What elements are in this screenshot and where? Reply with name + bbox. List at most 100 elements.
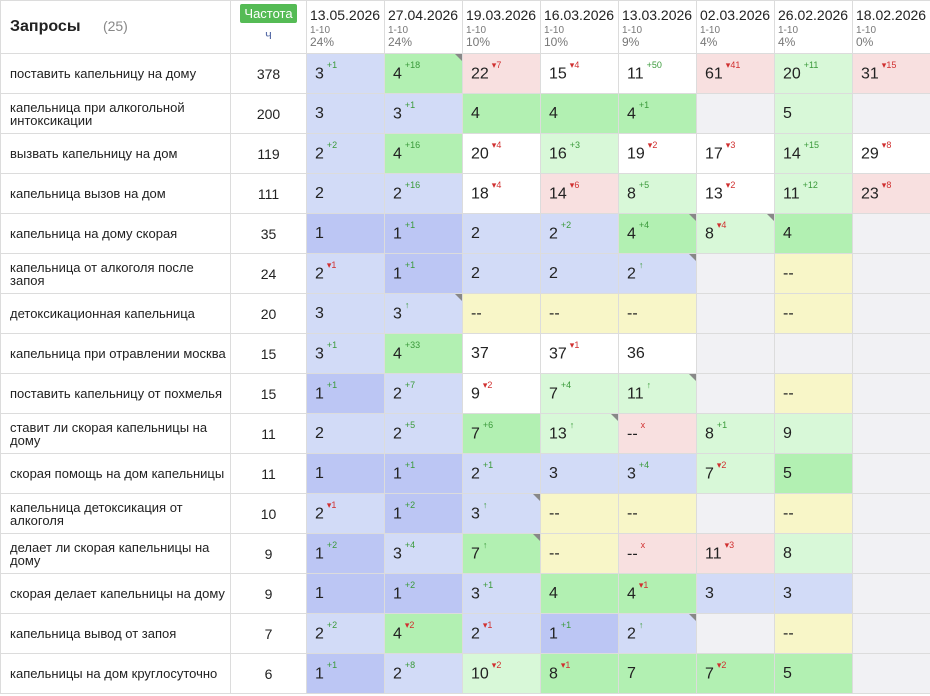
position-cell[interactable] bbox=[852, 93, 930, 134]
position-cell[interactable]: 2▾1 bbox=[462, 613, 541, 654]
position-cell[interactable]: 4+16 bbox=[384, 133, 463, 174]
position-cell[interactable]: -- bbox=[774, 373, 853, 414]
position-cell[interactable]: 15▾4 bbox=[540, 53, 619, 94]
position-cell[interactable]: 4+4 bbox=[618, 213, 697, 254]
position-cell[interactable]: -- bbox=[462, 293, 541, 334]
position-cell[interactable] bbox=[696, 613, 775, 654]
position-cell[interactable]: 4 bbox=[774, 213, 853, 254]
query-cell[interactable]: скорая помощь на дом капельницы bbox=[0, 453, 231, 494]
position-cell[interactable]: 29▾8 bbox=[852, 133, 930, 174]
position-cell[interactable] bbox=[852, 253, 930, 294]
position-cell[interactable]: 1+1 bbox=[306, 373, 385, 414]
position-cell[interactable]: 1 bbox=[306, 573, 385, 614]
position-cell[interactable]: 13↑ bbox=[540, 413, 619, 454]
position-cell[interactable]: 9▾2 bbox=[462, 373, 541, 414]
position-cell[interactable]: 4 bbox=[540, 93, 619, 134]
position-cell[interactable]: 3 bbox=[306, 293, 385, 334]
position-cell[interactable]: 3 bbox=[540, 453, 619, 494]
position-cell[interactable]: 17▾3 bbox=[696, 133, 775, 174]
date-header[interactable]: 02.03.2026 1-10 4% bbox=[696, 0, 775, 54]
position-cell[interactable]: 4 bbox=[462, 93, 541, 134]
position-cell[interactable]: 3+1 bbox=[306, 333, 385, 374]
position-cell[interactable]: 2 bbox=[462, 213, 541, 254]
position-cell[interactable]: 4▾1 bbox=[618, 573, 697, 614]
position-cell[interactable] bbox=[696, 293, 775, 334]
position-cell[interactable]: 4+1 bbox=[618, 93, 697, 134]
position-cell[interactable]: 11↑ bbox=[618, 373, 697, 414]
position-cell[interactable]: 7 bbox=[618, 653, 697, 694]
position-cell[interactable]: 1+1 bbox=[306, 653, 385, 694]
date-header[interactable]: 13.05.2026 1-10 24% bbox=[306, 0, 385, 54]
query-cell[interactable]: капельница при отравлении москва bbox=[0, 333, 231, 374]
position-cell[interactable]: 4▾2 bbox=[384, 613, 463, 654]
position-cell[interactable]: 3 bbox=[306, 93, 385, 134]
date-header[interactable]: 27.04.2026 1-10 24% bbox=[384, 0, 463, 54]
position-cell[interactable]: 2▾1 bbox=[306, 493, 385, 534]
position-cell[interactable] bbox=[852, 613, 930, 654]
position-cell[interactable]: 11+50 bbox=[618, 53, 697, 94]
position-cell[interactable] bbox=[852, 293, 930, 334]
query-cell[interactable]: капельница при алкогольной интоксикации bbox=[0, 93, 231, 134]
position-cell[interactable]: 7↑ bbox=[462, 533, 541, 574]
position-cell[interactable]: -- bbox=[774, 613, 853, 654]
position-cell[interactable] bbox=[852, 333, 930, 374]
position-cell[interactable]: 22▾7 bbox=[462, 53, 541, 94]
position-cell[interactable]: 1+1 bbox=[384, 213, 463, 254]
position-cell[interactable]: 2 bbox=[462, 253, 541, 294]
position-cell[interactable]: 13▾2 bbox=[696, 173, 775, 214]
position-cell[interactable]: 2 bbox=[306, 173, 385, 214]
query-cell[interactable]: делает ли скорая капельницы на дому bbox=[0, 533, 231, 574]
position-cell[interactable] bbox=[774, 333, 853, 374]
position-cell[interactable]: 1+1 bbox=[384, 453, 463, 494]
position-cell[interactable]: 3+4 bbox=[384, 533, 463, 574]
query-cell[interactable]: детоксикационная капельница bbox=[0, 293, 231, 334]
position-cell[interactable]: 1+1 bbox=[384, 253, 463, 294]
position-cell[interactable]: 2+8 bbox=[384, 653, 463, 694]
query-cell[interactable]: поставить капельницу от похмелья bbox=[0, 373, 231, 414]
query-cell[interactable]: капельница детоксикация от алкоголя bbox=[0, 493, 231, 534]
position-cell[interactable]: 1+2 bbox=[384, 573, 463, 614]
position-cell[interactable]: 4 bbox=[540, 573, 619, 614]
query-cell[interactable]: вызвать капельницу на дом bbox=[0, 133, 231, 174]
position-cell[interactable]: 18▾4 bbox=[462, 173, 541, 214]
position-cell[interactable]: 31▾15 bbox=[852, 53, 930, 94]
position-cell[interactable]: 7▾2 bbox=[696, 453, 775, 494]
date-header[interactable]: 13.03.2026 1-10 9% bbox=[618, 0, 697, 54]
position-cell[interactable]: 2+1 bbox=[462, 453, 541, 494]
position-cell[interactable]: --x bbox=[618, 533, 697, 574]
position-cell[interactable]: 7+4 bbox=[540, 373, 619, 414]
position-cell[interactable]: -- bbox=[774, 293, 853, 334]
position-cell[interactable]: 7▾2 bbox=[696, 653, 775, 694]
position-cell[interactable] bbox=[696, 493, 775, 534]
position-cell[interactable]: -- bbox=[774, 493, 853, 534]
position-cell[interactable] bbox=[696, 373, 775, 414]
position-cell[interactable]: --x bbox=[618, 413, 697, 454]
position-cell[interactable]: 7+6 bbox=[462, 413, 541, 454]
position-cell[interactable]: 37 bbox=[462, 333, 541, 374]
position-cell[interactable]: 2+16 bbox=[384, 173, 463, 214]
frequency-badge[interactable]: Частота bbox=[240, 4, 297, 23]
position-cell[interactable]: 16+3 bbox=[540, 133, 619, 174]
position-cell[interactable]: -- bbox=[618, 293, 697, 334]
position-cell[interactable]: 20▾4 bbox=[462, 133, 541, 174]
position-cell[interactable]: 11▾3 bbox=[696, 533, 775, 574]
position-cell[interactable]: 5 bbox=[774, 653, 853, 694]
position-cell[interactable]: 23▾8 bbox=[852, 173, 930, 214]
position-cell[interactable]: 2 bbox=[540, 253, 619, 294]
frequency-sub[interactable]: ч bbox=[265, 27, 272, 42]
position-cell[interactable]: 5 bbox=[774, 453, 853, 494]
position-cell[interactable]: 36 bbox=[618, 333, 697, 374]
position-cell[interactable]: 14▾6 bbox=[540, 173, 619, 214]
position-cell[interactable]: -- bbox=[618, 493, 697, 534]
position-cell[interactable] bbox=[852, 373, 930, 414]
position-cell[interactable]: 2+2 bbox=[306, 133, 385, 174]
position-cell[interactable]: 20+11 bbox=[774, 53, 853, 94]
position-cell[interactable]: 2↑ bbox=[618, 613, 697, 654]
position-cell[interactable]: 4+33 bbox=[384, 333, 463, 374]
position-cell[interactable]: 1+2 bbox=[384, 493, 463, 534]
query-cell[interactable]: капельница от алкоголя после запоя bbox=[0, 253, 231, 294]
position-cell[interactable]: 5 bbox=[774, 93, 853, 134]
position-cell[interactable]: 19▾2 bbox=[618, 133, 697, 174]
query-cell[interactable]: капельницы на дом круглосуточно bbox=[0, 653, 231, 694]
position-cell[interactable] bbox=[852, 653, 930, 694]
